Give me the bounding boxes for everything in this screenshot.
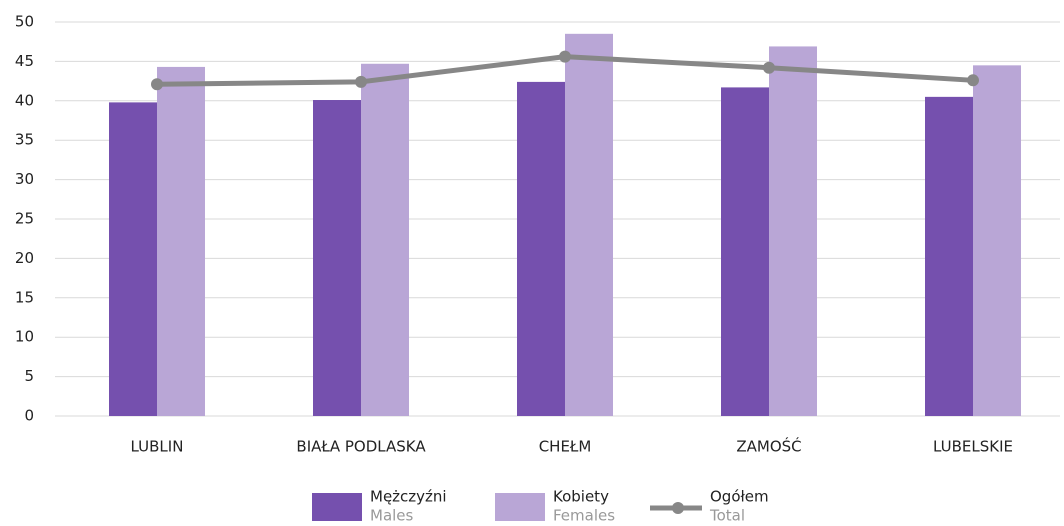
line-marker (967, 74, 979, 87)
y-tick-label: 45 (15, 52, 34, 70)
x-tick-label: BIAŁA PODLASKA (296, 438, 426, 456)
legend-label: Males (370, 507, 414, 525)
legend-label: Kobiety (553, 488, 609, 506)
line-marker (763, 61, 775, 74)
bar (517, 81, 565, 416)
y-tick-label: 15 (15, 288, 34, 306)
legend-swatch (312, 493, 362, 521)
y-tick-label: 10 (15, 328, 34, 346)
y-tick-label: 50 (15, 13, 34, 31)
bar (157, 66, 205, 416)
bar (973, 65, 1021, 416)
line-marker (559, 50, 571, 63)
x-tick-label: LUBELSKIE (933, 438, 1013, 456)
bar (565, 33, 613, 416)
x-tick-label: CHEŁM (539, 438, 592, 456)
bar (721, 87, 769, 417)
x-tick-label: ZAMOŚĆ (736, 437, 801, 456)
legend-swatch (672, 502, 684, 514)
y-tick-label: 30 (15, 170, 34, 188)
x-tick-label: LUBLIN (131, 438, 184, 456)
bar (769, 46, 817, 416)
y-tick-label: 0 (24, 407, 34, 425)
y-tick-label: 25 (15, 210, 34, 228)
y-tick-label: 20 (15, 249, 34, 267)
line-marker (151, 78, 163, 91)
bar (109, 102, 157, 416)
legend-label: Females (553, 507, 615, 525)
bar (925, 96, 973, 417)
legend-swatch (495, 493, 545, 521)
bar (361, 63, 409, 416)
legend-label: Total (709, 507, 745, 525)
legend-label: Ogółem (710, 488, 769, 506)
y-tick-label: 5 (24, 367, 34, 385)
y-tick-label: 40 (15, 91, 34, 109)
legend-label: Mężczyźni (370, 488, 447, 506)
bar (313, 100, 361, 417)
line-marker (355, 75, 367, 88)
y-tick-label: 35 (15, 131, 34, 149)
